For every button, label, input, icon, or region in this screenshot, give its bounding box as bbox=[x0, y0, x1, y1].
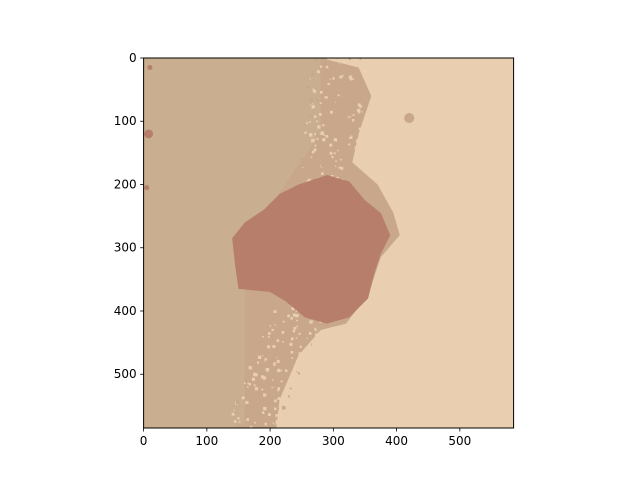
x-axis: 0 100 200 300 400 500 bbox=[140, 428, 471, 448]
y-axis: 0 100 200 300 400 500 bbox=[114, 51, 144, 381]
y-tick-label: 500 bbox=[114, 367, 137, 381]
x-tick-label: 0 bbox=[140, 434, 148, 448]
x-tick-label: 400 bbox=[385, 434, 408, 448]
lesion-core bbox=[232, 175, 391, 324]
spot-1 bbox=[144, 129, 154, 139]
y-tick-label: 0 bbox=[129, 51, 137, 65]
y-tick-label: 400 bbox=[114, 304, 137, 318]
y-tick-label: 300 bbox=[114, 241, 137, 255]
axes-frame bbox=[143, 57, 515, 429]
y-tick-label: 200 bbox=[114, 177, 137, 191]
image-plot bbox=[143, 58, 514, 428]
x-tick-label: 200 bbox=[259, 434, 282, 448]
spot-2 bbox=[144, 185, 150, 191]
spot-0 bbox=[404, 113, 415, 124]
y-tick-label: 100 bbox=[114, 114, 137, 128]
x-tick-label: 300 bbox=[322, 434, 345, 448]
x-tick-label: 100 bbox=[195, 434, 218, 448]
x-tick-label: 500 bbox=[448, 434, 471, 448]
spot-3 bbox=[147, 64, 153, 71]
